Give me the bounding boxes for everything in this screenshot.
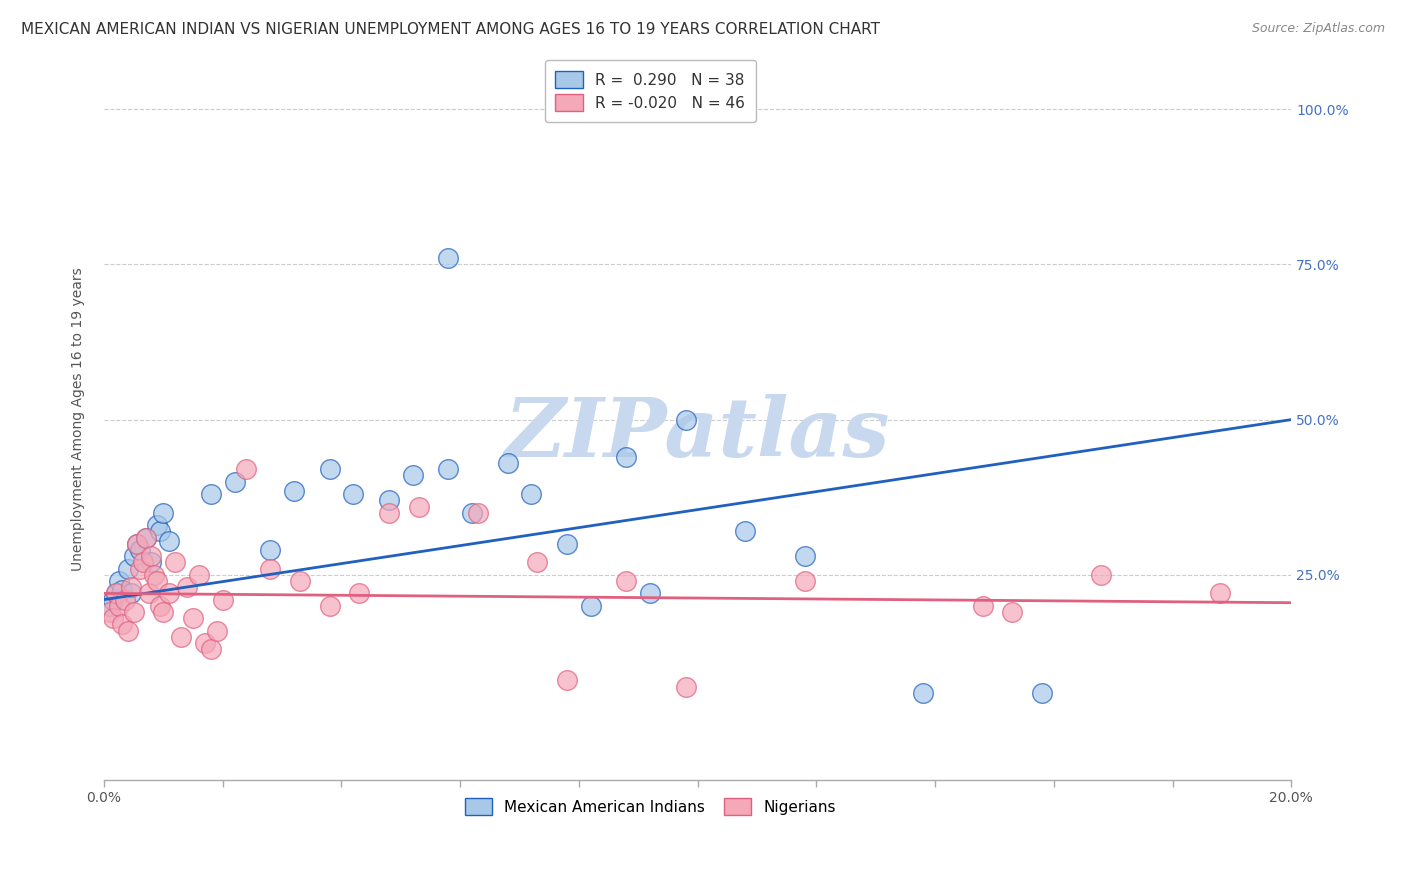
Point <box>157 533 180 548</box>
Point <box>125 537 148 551</box>
Point <box>318 599 340 613</box>
Point <box>793 574 815 588</box>
Point <box>194 636 217 650</box>
Point <box>912 686 935 700</box>
Point <box>98 599 121 613</box>
Point <box>120 586 142 600</box>
Text: MEXICAN AMERICAN INDIAN VS NIGERIAN UNEMPLOYMENT AMONG AGES 16 TO 19 YEARS CORRE: MEXICAN AMERICAN INDIAN VS NIGERIAN UNEM… <box>21 22 880 37</box>
Point <box>638 586 661 600</box>
Point <box>259 561 281 575</box>
Point <box>402 468 425 483</box>
Text: Source: ZipAtlas.com: Source: ZipAtlas.com <box>1251 22 1385 36</box>
Point <box>200 642 222 657</box>
Point <box>122 549 145 563</box>
Point <box>143 567 166 582</box>
Point <box>496 456 519 470</box>
Point <box>211 592 233 607</box>
Point <box>318 462 340 476</box>
Point <box>149 599 172 613</box>
Point <box>734 524 756 539</box>
Point <box>437 462 460 476</box>
Point <box>117 561 139 575</box>
Point <box>616 450 638 464</box>
Legend: Mexican American Indians, Nigerians: Mexican American Indians, Nigerians <box>454 787 846 826</box>
Point <box>342 487 364 501</box>
Point <box>675 680 697 694</box>
Point <box>555 673 578 688</box>
Point <box>104 586 127 600</box>
Point <box>120 580 142 594</box>
Point <box>149 524 172 539</box>
Point <box>188 567 211 582</box>
Y-axis label: Unemployment Among Ages 16 to 19 years: Unemployment Among Ages 16 to 19 years <box>72 268 86 572</box>
Point <box>122 605 145 619</box>
Point <box>176 580 198 594</box>
Point <box>108 599 131 613</box>
Point <box>138 586 160 600</box>
Point <box>283 483 305 498</box>
Point <box>349 586 371 600</box>
Point <box>461 506 484 520</box>
Point <box>114 592 136 607</box>
Point <box>152 506 174 520</box>
Point <box>165 555 187 569</box>
Point <box>98 605 121 619</box>
Point <box>141 555 163 569</box>
Point <box>378 506 401 520</box>
Point <box>170 630 193 644</box>
Point <box>141 549 163 563</box>
Point <box>117 624 139 638</box>
Point <box>793 549 815 563</box>
Point <box>181 611 204 625</box>
Point <box>111 583 134 598</box>
Point <box>128 543 150 558</box>
Point <box>555 537 578 551</box>
Point <box>200 487 222 501</box>
Point <box>1090 567 1112 582</box>
Point <box>108 574 131 588</box>
Point <box>104 586 127 600</box>
Point <box>579 599 602 613</box>
Point <box>288 574 311 588</box>
Point <box>131 555 153 569</box>
Point <box>1001 605 1024 619</box>
Point <box>152 605 174 619</box>
Point <box>467 506 489 520</box>
Point <box>125 537 148 551</box>
Point <box>128 561 150 575</box>
Point <box>101 611 124 625</box>
Point <box>675 412 697 426</box>
Point <box>408 500 430 514</box>
Point <box>111 617 134 632</box>
Point <box>135 531 157 545</box>
Point <box>135 531 157 545</box>
Point <box>157 586 180 600</box>
Point <box>520 487 543 501</box>
Point <box>526 555 548 569</box>
Point <box>259 543 281 558</box>
Point <box>235 462 257 476</box>
Point <box>378 493 401 508</box>
Point <box>1031 686 1053 700</box>
Point <box>1209 586 1232 600</box>
Point <box>101 592 124 607</box>
Text: ZIPatlas: ZIPatlas <box>505 394 890 474</box>
Point <box>205 624 228 638</box>
Point <box>146 574 169 588</box>
Point <box>437 251 460 265</box>
Point <box>224 475 246 489</box>
Point <box>972 599 994 613</box>
Point <box>146 518 169 533</box>
Point <box>616 574 638 588</box>
